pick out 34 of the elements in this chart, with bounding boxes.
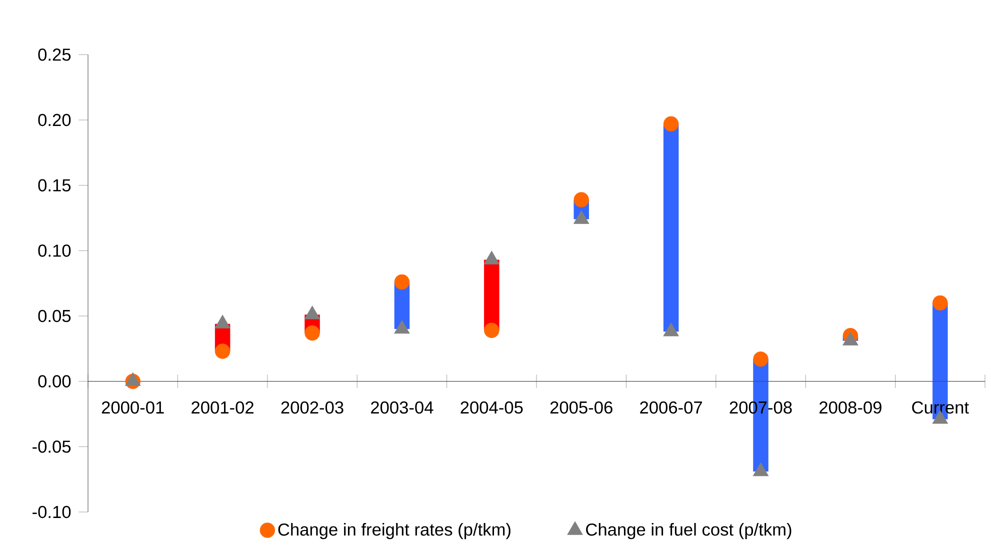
point bbox=[214, 314, 230, 328]
x-tick-label: 2000-01 bbox=[102, 401, 164, 414]
x-tick-label: 2003-04 bbox=[371, 401, 434, 414]
point bbox=[752, 462, 769, 476]
point bbox=[753, 352, 768, 367]
point bbox=[932, 295, 948, 311]
x-tick-label: 2008-09 bbox=[820, 401, 882, 414]
y-tick-label: 0.25 bbox=[38, 48, 71, 61]
bar bbox=[663, 124, 679, 332]
point bbox=[304, 325, 320, 341]
y-tick-label: 0.15 bbox=[38, 179, 71, 192]
x-tick-label: 2005-06 bbox=[550, 401, 612, 414]
point bbox=[214, 344, 230, 359]
y-tick-label: -0.10 bbox=[32, 506, 71, 518]
y-tick-label: -0.05 bbox=[32, 440, 71, 453]
y-tick-label: 0.00 bbox=[38, 375, 71, 388]
legend-label: Change in fuel cost (p/tkm) bbox=[586, 522, 792, 540]
point bbox=[484, 322, 500, 338]
point bbox=[125, 372, 141, 386]
point bbox=[394, 320, 410, 334]
y-tick-label: 0.10 bbox=[38, 244, 71, 257]
point bbox=[304, 306, 320, 320]
point bbox=[663, 116, 679, 132]
point bbox=[574, 192, 589, 208]
point bbox=[842, 332, 858, 346]
y-tick-label: 0.05 bbox=[38, 310, 71, 322]
x-tick-label: 2002-03 bbox=[281, 401, 344, 414]
x-tick-label: 2006-07 bbox=[640, 401, 702, 414]
x-tick-label: 2001-02 bbox=[192, 401, 254, 414]
point bbox=[663, 322, 679, 336]
x-tick-label: 2004-05 bbox=[460, 401, 523, 414]
point bbox=[394, 274, 410, 290]
y-tick-label: 0.20 bbox=[38, 114, 71, 126]
legend-label: Change in freight rates (p/tkm) bbox=[278, 522, 510, 540]
